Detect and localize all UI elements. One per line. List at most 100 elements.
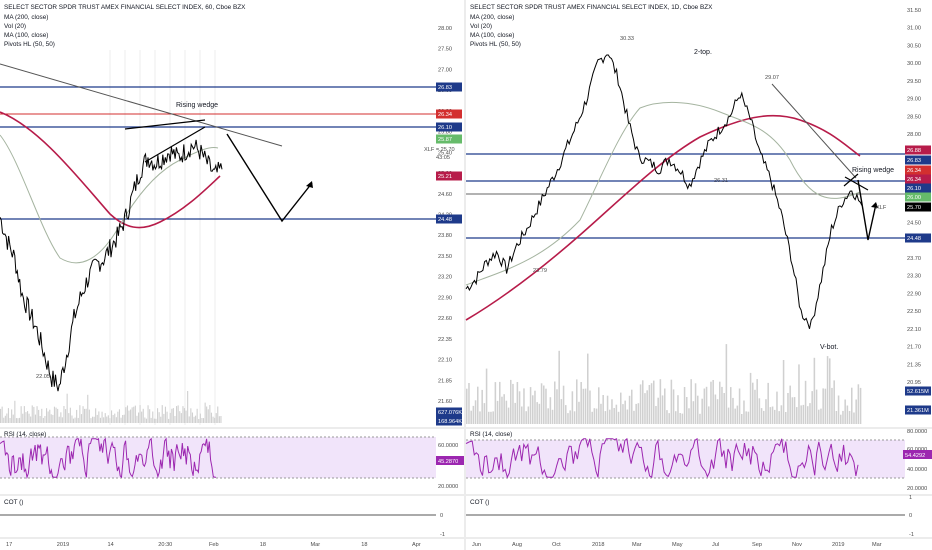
volume-bar [76,409,78,423]
volume-bar [587,353,589,424]
price-badge [436,214,462,224]
volume-bar [835,411,838,424]
volume-bar [168,418,170,423]
left-wedge-upper[interactable] [124,119,206,130]
left-wedge-lower[interactable] [144,126,206,163]
left-indicator-4[interactable]: Pivots HL (50, 50) [4,41,55,48]
right-time-axis[interactable]: Jun Aug Oct 2018 Mar May Jul Sep Nov 2019 Mar [472,542,882,548]
volume-bar [80,414,83,423]
volume-bar [117,411,119,423]
volume-bar [609,409,611,424]
right-wedge-upper[interactable] [844,176,869,191]
volume-bar [831,387,833,424]
price-badge [905,192,931,202]
volume-bar [617,411,620,424]
right-price-line[interactable] [465,54,863,329]
right-indicator-4[interactable]: Pivots HL (50, 50) [470,41,521,48]
volume-bar [626,409,629,424]
volume-bar [628,395,631,424]
right-projection-arrowhead [871,202,878,208]
volume-bar [15,418,18,423]
right-indicator-2[interactable]: Vol (20) [470,23,492,30]
right-indicator-3[interactable]: MA (100, close) [470,32,514,39]
volume-bar [675,411,677,424]
price-badge [905,145,931,155]
volume-bar [114,413,116,423]
volume-bar [730,387,732,424]
price-badge [905,165,931,175]
volume-bar [736,405,739,424]
time-tick: 14 [108,542,114,548]
volume-bar [171,408,173,423]
price-tick: 25.40 [438,150,452,156]
left-rsi-label[interactable]: RSI (14, close) [4,431,46,438]
volume-bar [158,412,160,423]
left-indicator-3[interactable]: MA (100, close) [4,32,48,39]
volume-bar [169,412,171,423]
volume-bar [6,413,8,423]
volume-bar [569,410,571,424]
right-projection [857,179,877,241]
price-tick: 22.60 [438,316,452,322]
volume-bar [793,397,796,424]
volume-bar [133,406,135,423]
right-ma-200 [465,114,861,321]
volume-bar [514,402,516,424]
right-rsi-line[interactable] [465,437,859,479]
left-time-axis[interactable]: 17 2019 14 20:30 Feb 18 Mar 18 Apr [6,542,421,548]
volume-bar [571,391,574,424]
time-tick: Feb [209,542,219,548]
volume-bar [857,384,860,424]
volume-bar [558,350,560,424]
volume-bar [12,414,14,423]
volume-bar [147,405,149,423]
volume-bar [28,413,30,423]
volume-bar [848,411,851,424]
right-trendline[interactable] [771,83,857,179]
right-top-label: 2-top. [694,49,712,56]
volume-bar [780,405,783,424]
volume-bar [179,411,181,423]
right-price-badges: 26.88 26.83 26.34 26.34 26.10 26.00 25.70 24.48… [905,145,931,415]
time-tick: 18 [260,542,266,548]
left-rsi-line[interactable] [0,437,216,480]
right-cot-label[interactable]: COT () [470,499,489,506]
volume-bar [686,397,688,424]
volume-bar [27,411,29,423]
left-price-line[interactable] [0,139,223,392]
left-cot-label[interactable]: COT () [4,499,23,506]
right-indicator-1[interactable]: MA (200, close) [470,14,514,21]
volume-bar [44,416,46,423]
volume-bar [785,412,787,424]
volume-bar [206,406,208,423]
volume-bar [536,402,538,424]
volume-bar [613,408,615,424]
left-chart-panel: SELECT SECTOR SPDR TRUST AMEX FINANCIAL … [0,0,464,550]
volume-bar [551,409,554,424]
volume-bar [666,410,668,424]
volume-bar [527,406,530,424]
volume-bar [760,408,763,424]
volume-bar [468,383,470,424]
left-trendline[interactable] [0,63,283,147]
volume-bar [177,405,179,423]
volume-bar [655,406,657,424]
volume-bar [53,406,56,423]
left-indicator-1[interactable]: MA (200, close) [4,14,48,21]
volume-bar [25,412,27,423]
volume-bar [36,406,38,423]
volume-bar [180,413,182,423]
volume-bar [518,391,521,424]
volume-bar [677,395,679,424]
right-peak-label: 30.33 [620,36,634,42]
volume-bar [55,407,57,423]
volume-bar [150,417,152,423]
left-indicator-2[interactable]: Vol (20) [4,23,26,30]
price-badge-text: 24.48 [438,217,452,223]
volume-bar [703,388,706,424]
right-rsi-value: 54.4292 [905,453,925,459]
volume-bar [494,382,497,424]
right-cot-tick-1: 1 [909,495,912,501]
volume-bar [149,409,151,423]
right-rsi-label[interactable]: RSI (14, close) [470,431,512,438]
